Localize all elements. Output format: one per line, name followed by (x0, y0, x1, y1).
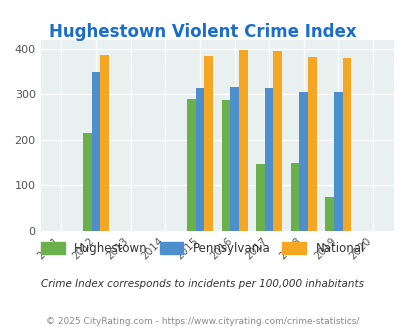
Bar (238, 50, 247, 231)
Bar (325, 197, 333, 231)
Bar (204, 56, 212, 231)
Text: Crime Index corresponds to incidents per 100,000 inhabitants: Crime Index corresponds to incidents per… (41, 279, 364, 289)
Text: Hughestown Violent Crime Index: Hughestown Violent Crime Index (49, 23, 356, 41)
Bar (290, 163, 299, 231)
Bar (333, 91, 342, 231)
Bar (342, 58, 351, 231)
Bar (92, 72, 100, 231)
Text: © 2025 CityRating.com - https://www.cityrating.com/crime-statistics/: © 2025 CityRating.com - https://www.city… (46, 317, 359, 326)
Bar (230, 87, 238, 231)
Bar (256, 164, 264, 231)
Bar (186, 99, 195, 231)
Bar (221, 100, 230, 231)
Bar (307, 57, 316, 231)
Bar (299, 91, 307, 231)
Bar (195, 88, 204, 231)
Bar (100, 55, 109, 231)
Bar (83, 133, 92, 231)
Bar (264, 88, 273, 231)
Legend: Hughestown, Pennsylvania, National: Hughestown, Pennsylvania, National (36, 237, 369, 260)
Bar (273, 51, 281, 231)
